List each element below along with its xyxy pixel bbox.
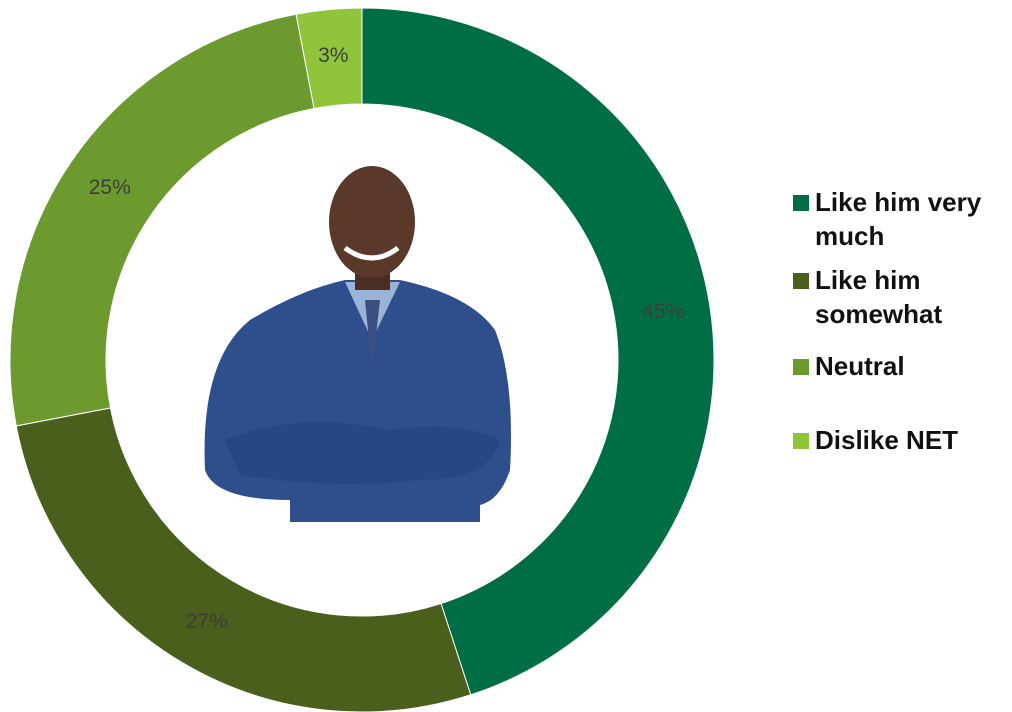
data-label: 25% (89, 176, 131, 199)
legend-label: Neutral (815, 351, 905, 381)
legend: Like him very much Like him somewhat Neutr… (793, 185, 1008, 457)
legend-label: Like him very much (815, 187, 982, 251)
donut-segment (15, 407, 472, 712)
legend-swatch (793, 195, 809, 211)
legend-item: Dislike NET (793, 423, 1008, 457)
legend-item: Like him very much (793, 185, 1008, 253)
legend-label: Like him somewhat (815, 265, 943, 329)
legend-swatch (793, 359, 809, 375)
data-label: 45% (642, 300, 684, 323)
legend-item: Like him somewhat (793, 263, 1008, 331)
legend-swatch (793, 433, 809, 449)
chart: 45% 27% 25% 3% (9, 7, 715, 712)
legend-item: Neutral (793, 349, 1008, 383)
legend-label: Dislike NET (815, 425, 959, 455)
donut-segment (9, 13, 315, 427)
data-label: 3% (318, 44, 348, 67)
legend-swatch (793, 273, 809, 289)
photo (204, 166, 511, 522)
donut-segment (361, 7, 715, 696)
data-label: 27% (186, 610, 228, 633)
